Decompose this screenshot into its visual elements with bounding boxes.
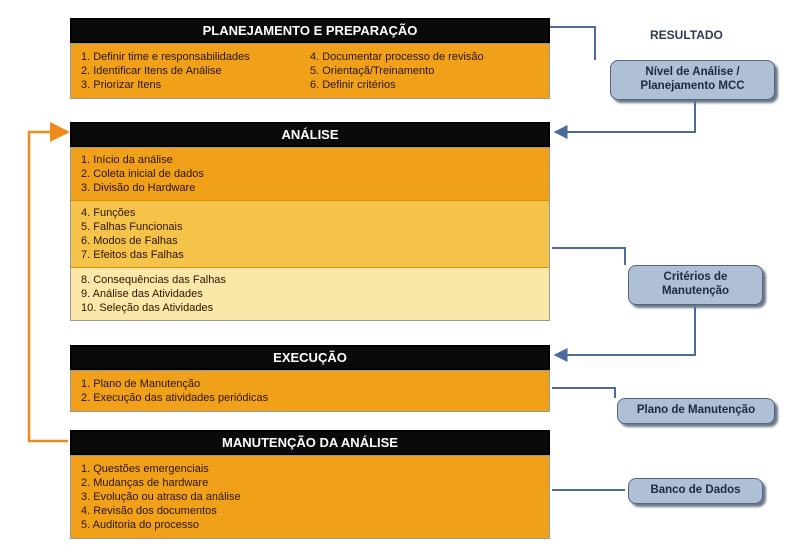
result-label: RESULTADO xyxy=(650,28,723,42)
analysis-item: 8. Consequências das Falhas xyxy=(81,273,539,287)
pill-database-text: Banco de Dados xyxy=(650,484,740,498)
pill-analysis-level: Nível de Análise / Planejamento MCC xyxy=(610,60,775,100)
analysis-group-3: 8. Consequências das Falhas 9. Análise d… xyxy=(71,267,549,320)
stage-planning-col-left: 1. Definir time e responsabilidades 2. I… xyxy=(81,50,310,92)
maint-item: 3. Evolução ou atraso da análise xyxy=(81,490,539,504)
stage-analysis: ANÁLISE 1. Início da análise 2. Coleta i… xyxy=(70,122,550,321)
pill-maintenance-criteria-text: Critérios de Manutenção xyxy=(635,271,756,299)
stage-planning-title: PLANEJAMENTO E PREPARAÇÃO xyxy=(203,23,418,38)
stage-planning: PLANEJAMENTO E PREPARAÇÃO 1. Definir tim… xyxy=(70,18,550,99)
plan-item: 1. Definir time e responsabilidades xyxy=(81,50,310,64)
maint-item: 4. Revisão dos documentos xyxy=(81,504,539,518)
stage-planning-body: 1. Definir time e responsabilidades 2. I… xyxy=(70,43,550,99)
analysis-item: 7. Efeitos das Falhas xyxy=(81,248,539,262)
stage-planning-header: PLANEJAMENTO E PREPARAÇÃO xyxy=(70,18,550,43)
exec-item: 2. Execução das atividades periódicas xyxy=(81,391,539,405)
analysis-item: 1. Início da análise xyxy=(81,153,539,167)
analysis-item: 10. Seleção das Atividades xyxy=(81,301,539,315)
analysis-item: 5. Falhas Funcionais xyxy=(81,220,539,234)
stage-analysis-header: ANÁLISE xyxy=(70,122,550,147)
pill-maintenance-plan-text: Plano de Manutenção xyxy=(637,404,755,418)
plan-item: 2. Identificar Itens de Análise xyxy=(81,64,310,78)
stage-maintenance: MANUTENÇÃO DA ANÁLISE 1. Questões emerge… xyxy=(70,430,550,539)
stage-maintenance-header: MANUTENÇÃO DA ANÁLISE xyxy=(70,430,550,455)
pill-maintenance-plan: Plano de Manutenção xyxy=(617,398,775,424)
exec-item: 1. Plano de Manutenção xyxy=(81,377,539,391)
plan-item: 3. Priorizar Itens xyxy=(81,78,310,92)
analysis-item: 3. Divisão do Hardware xyxy=(81,181,539,195)
analysis-item: 2. Coleta inicial de dados xyxy=(81,167,539,181)
stage-execution: EXECUÇÃO 1. Plano de Manutenção 2. Execu… xyxy=(70,345,550,412)
pill-database: Banco de Dados xyxy=(628,478,763,504)
analysis-group-1: 1. Início da análise 2. Coleta inicial d… xyxy=(71,148,549,200)
stage-planning-col-right: 4. Documentar processo de revisão 5. Ori… xyxy=(310,50,539,92)
maint-item: 2. Mudanças de hardware xyxy=(81,476,539,490)
plan-item: 6. Definir critérios xyxy=(310,78,539,92)
maint-item: 1. Questões emergenciais xyxy=(81,462,539,476)
plan-item: 5. Orientaçã/Treinamento xyxy=(310,64,539,78)
stage-execution-header: EXECUÇÃO xyxy=(70,345,550,370)
plan-item: 4. Documentar processo de revisão xyxy=(310,50,539,64)
stage-maintenance-body: 1. Questões emergenciais 2. Mudanças de … xyxy=(70,455,550,539)
maint-item: 5. Auditoria do processo xyxy=(81,518,539,532)
pill-analysis-level-text: Nível de Análise / Planejamento MCC xyxy=(617,66,768,94)
pill-maintenance-criteria: Critérios de Manutenção xyxy=(628,265,763,305)
stage-analysis-title: ANÁLISE xyxy=(281,127,338,142)
analysis-item: 4. Funções xyxy=(81,206,539,220)
stage-analysis-body: 1. Início da análise 2. Coleta inicial d… xyxy=(70,147,550,321)
stage-execution-body: 1. Plano de Manutenção 2. Execução das a… xyxy=(70,370,550,412)
analysis-group-2: 4. Funções 5. Falhas Funcionais 6. Modos… xyxy=(71,200,549,267)
stage-execution-title: EXECUÇÃO xyxy=(273,350,347,365)
stage-maintenance-title: MANUTENÇÃO DA ANÁLISE xyxy=(222,435,398,450)
analysis-item: 6. Modos de Falhas xyxy=(81,234,539,248)
analysis-item: 9. Análise das Atividades xyxy=(81,287,539,301)
